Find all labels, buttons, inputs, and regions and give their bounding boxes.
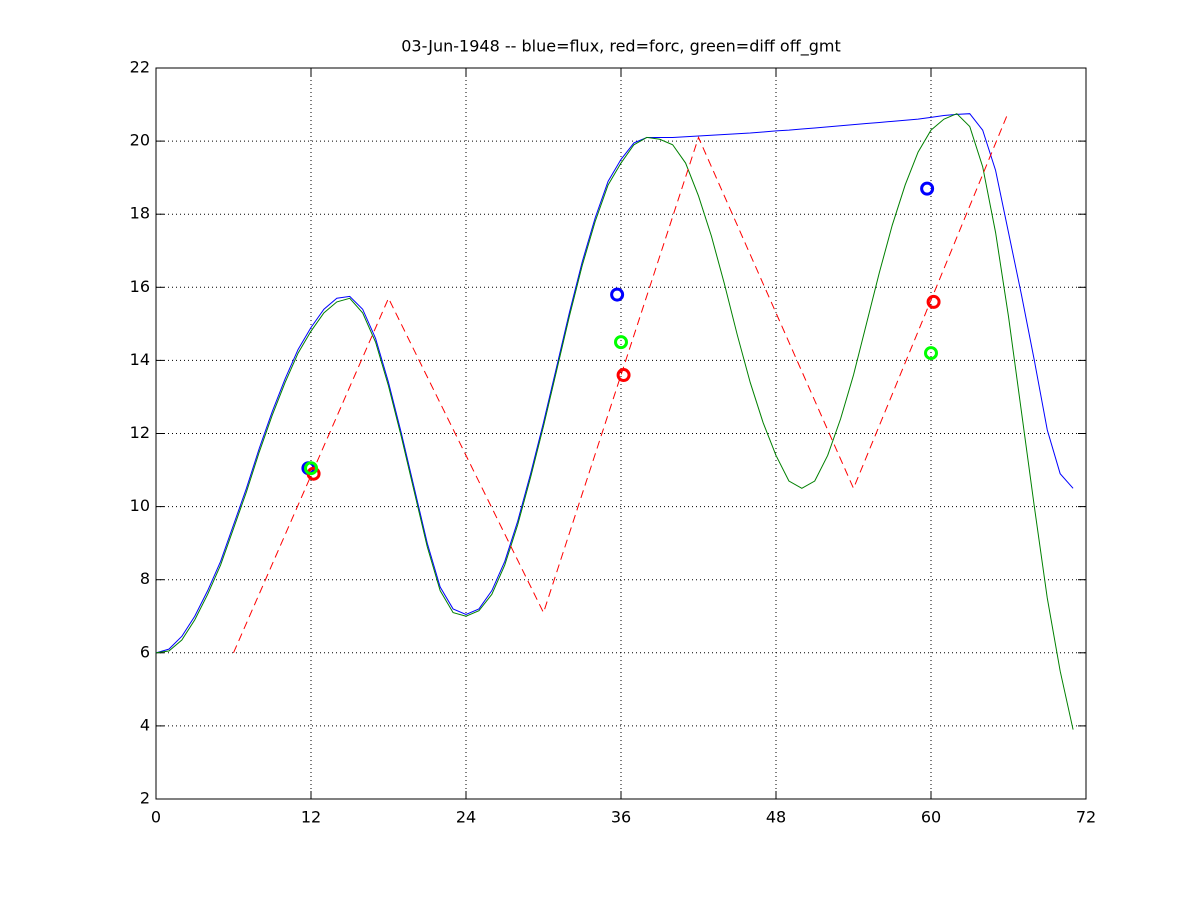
y-tick-label: 6 [140,642,150,661]
data-line [155,113,1074,654]
data-marker [924,346,938,361]
y-tick-label: 22 [130,58,150,77]
x-tick-label: 72 [1076,808,1096,827]
x-tick-label: 24 [456,808,476,827]
y-tick-label: 18 [130,204,150,223]
chart-title: 03-Jun-1948 -- blue=flux, red=forc, gree… [401,37,841,57]
y-tick-label: 10 [130,496,150,515]
x-tick-label: 0 [151,808,161,827]
data-line [155,113,1074,730]
y-tick-label: 4 [140,715,150,734]
y-tick-label: 14 [130,350,150,369]
x-tick-label: 12 [301,808,321,827]
y-tick-label: 16 [130,277,150,296]
data-marker [304,461,318,476]
y-tick-label: 12 [130,423,150,442]
y-tick-label: 20 [130,131,150,150]
data-marker [616,368,631,383]
data-marker [926,294,941,309]
x-tick-label: 48 [766,808,786,827]
data-marker [610,287,625,302]
y-tick-label: 2 [140,789,150,808]
x-tick-label: 36 [611,808,631,827]
data-marker [614,335,628,350]
x-tick-label: 60 [921,808,941,827]
data-marker [920,181,935,196]
y-tick-label: 8 [140,569,150,588]
